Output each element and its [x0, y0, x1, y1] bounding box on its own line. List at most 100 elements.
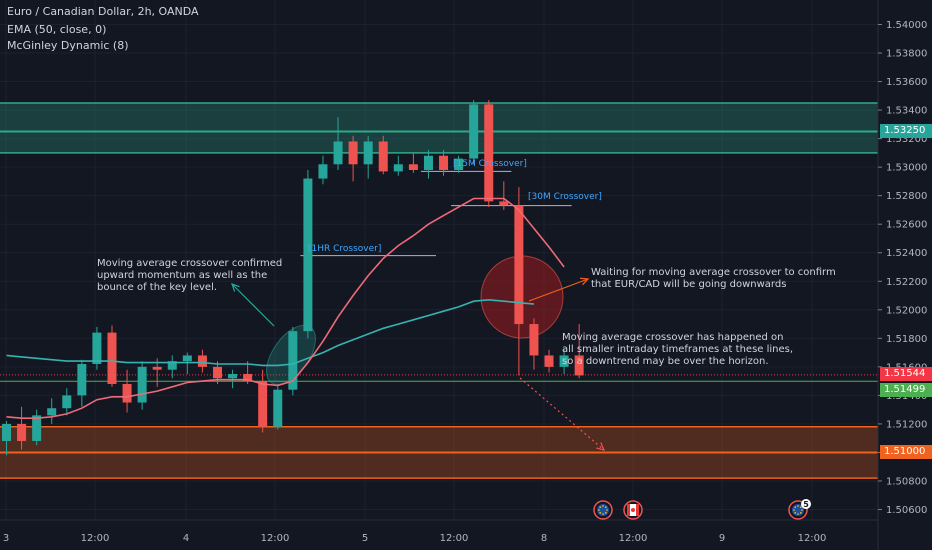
moving-averages	[6, 197, 565, 419]
time-tick-label: 12:00	[261, 533, 290, 544]
candle-body	[378, 141, 388, 172]
candle	[167, 355, 177, 379]
candle-body	[2, 423, 11, 442]
projection-arrow-head	[596, 442, 606, 451]
chart-title: Euro / Canadian Dollar, 2h, OANDA	[7, 5, 199, 18]
price-tick-label: 1.53200	[886, 134, 927, 145]
candle	[499, 181, 509, 210]
time-tick-label: 12:00	[440, 533, 469, 544]
price-tick-label: 1.52800	[886, 191, 927, 202]
price-zones	[0, 102, 878, 479]
candle-body	[122, 383, 132, 403]
candle-body	[544, 355, 554, 367]
projection-arrow	[519, 377, 605, 451]
time-tick-label: 3	[3, 533, 9, 544]
candle-body	[318, 164, 328, 179]
arrow-bearish-note-head	[579, 277, 590, 286]
candle-body	[47, 408, 57, 416]
candle	[333, 117, 343, 170]
candle-body	[167, 361, 177, 370]
tag-15m-crossover: [15M Crossover]	[453, 159, 527, 169]
price-label-green: 1.51499	[880, 383, 932, 397]
maple-leaf	[631, 508, 635, 512]
candle-body	[303, 178, 313, 332]
candle	[107, 325, 117, 387]
event-markers: 5	[593, 499, 811, 520]
candle	[408, 152, 418, 173]
zone-resistance	[0, 102, 878, 153]
candle-body	[107, 332, 117, 384]
candle	[318, 155, 328, 185]
event-marker-eu-1[interactable]	[593, 500, 613, 520]
star-dot	[599, 512, 601, 514]
candle	[484, 100, 494, 208]
candle-body	[32, 415, 42, 442]
arrow-bearish-note	[528, 278, 589, 302]
event-count-text: 5	[803, 500, 809, 509]
price-label-current: 1.51544	[880, 367, 932, 381]
price-tick-label: 1.50600	[886, 505, 927, 516]
ema-indicator-label[interactable]: EMA (50, close, 0)	[7, 23, 107, 36]
star-dot	[606, 509, 608, 511]
candle-body	[212, 366, 222, 379]
time-tick-label: 4	[183, 533, 189, 544]
candle-body	[288, 331, 298, 390]
candle-body	[529, 324, 539, 356]
candle	[574, 324, 584, 379]
candle	[32, 409, 42, 446]
price-tick-label: 1.53600	[886, 77, 927, 88]
candle	[2, 421, 11, 456]
candle	[258, 369, 268, 433]
price-label-resistance: 1.53250	[880, 124, 932, 138]
star-dot	[602, 513, 604, 515]
time-tick-label: 12:00	[81, 533, 110, 544]
price-tick-label: 1.52400	[886, 248, 927, 259]
candle-body	[152, 366, 162, 370]
candle-body	[77, 364, 87, 396]
price-label-support: 1.51000	[880, 445, 932, 459]
time-tick-label: 9	[719, 533, 725, 544]
price-tick-label: 1.51800	[886, 334, 927, 345]
candle-body	[499, 201, 509, 206]
star-dot	[598, 509, 600, 511]
candle-body	[423, 155, 433, 170]
mcginley-indicator-label[interactable]: McGinley Dynamic (8)	[7, 39, 129, 52]
annotation-waiting-crossover: Waiting for moving average crossover to …	[591, 267, 836, 290]
candle	[469, 100, 479, 165]
candle-body	[348, 141, 358, 165]
candle-body	[62, 395, 72, 409]
price-tick-label: 1.52600	[886, 220, 927, 231]
candle	[363, 135, 373, 179]
price-tick-label: 1.50800	[886, 476, 927, 487]
star-dot	[801, 509, 803, 511]
star-dot	[605, 506, 607, 508]
candle	[137, 361, 147, 410]
price-tick-label: 1.52000	[886, 305, 927, 316]
time-tick-label: 12:00	[619, 533, 648, 544]
star-dot	[793, 509, 795, 511]
price-tick-label: 1.51200	[886, 419, 927, 430]
star-dot	[800, 506, 802, 508]
candle	[393, 155, 403, 176]
flag-band	[627, 504, 630, 516]
annotation-bullish-confirmation: Moving average crossover confirmed upwar…	[97, 258, 283, 293]
candle-body	[182, 355, 192, 362]
price-tick-label: 1.53800	[886, 49, 927, 60]
price-tick-label: 1.52200	[886, 277, 927, 288]
candle-body	[228, 373, 238, 379]
candle	[77, 359, 87, 407]
candle	[559, 349, 569, 374]
candle-body	[454, 158, 464, 170]
tag-30m-crossover: [30M Crossover]	[528, 192, 602, 202]
price-tick-label: 1.53000	[886, 163, 927, 174]
candle	[17, 406, 27, 450]
candle	[47, 398, 57, 424]
candle-body	[137, 366, 147, 403]
candle-body	[439, 155, 449, 170]
star-dot	[797, 505, 799, 507]
time-tick-label: 12:00	[798, 533, 827, 544]
candle-body	[393, 164, 403, 172]
event-marker-ca[interactable]	[623, 500, 643, 520]
price-tick-label: 1.53400	[886, 106, 927, 117]
